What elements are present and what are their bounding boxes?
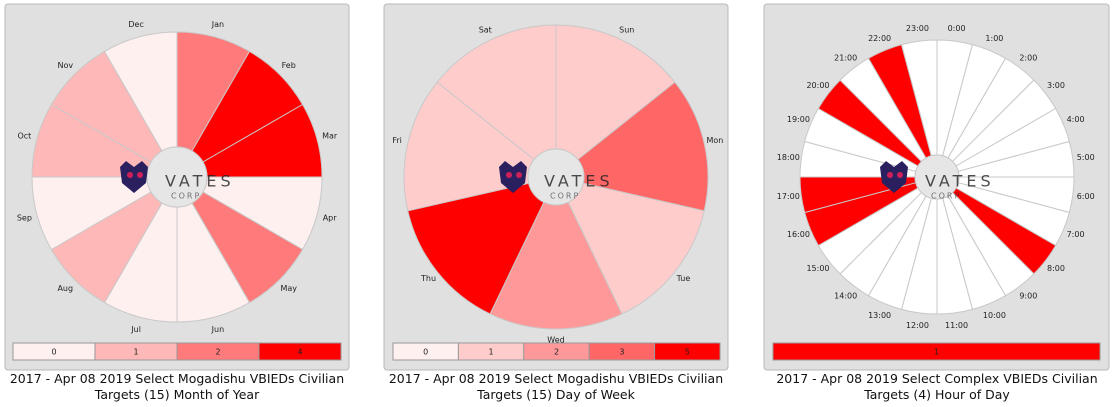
hub (914, 154, 960, 200)
legend-label: 1 (489, 348, 494, 357)
category-label: 20:00 (806, 81, 829, 90)
category-label: 7:00 (1067, 230, 1085, 239)
category-label: 13:00 (868, 311, 891, 320)
category-label: 14:00 (834, 292, 857, 301)
category-label: Apr (323, 213, 338, 222)
legend-label: 1 (934, 348, 939, 357)
category-label: Wed (547, 336, 564, 345)
category-label: 19:00 (787, 115, 810, 124)
category-label: 16:00 (787, 230, 810, 239)
category-label: Aug (57, 284, 73, 293)
chart-title: 2017 - Apr 08 2019 Select Mogadishu VBIE… (9, 371, 345, 402)
legend-swatch (654, 342, 721, 361)
category-label: 22:00 (868, 34, 891, 43)
logo-eye (897, 172, 903, 178)
logo-eye (137, 172, 143, 178)
watermark-sub: CORP (171, 192, 201, 201)
legend-label: 4 (297, 348, 302, 357)
category-label: Jun (211, 325, 225, 334)
logo-owl (880, 161, 908, 193)
category-label: Jan (211, 20, 224, 29)
legend-label: 0 (423, 348, 428, 357)
logo-owl (499, 161, 527, 193)
category-label: Sun (619, 26, 634, 35)
category-label: Sep (17, 213, 32, 222)
category-label: 6:00 (1077, 192, 1095, 201)
legend-label: 5 (685, 348, 690, 357)
chart-title: 2017 - Apr 08 2019 Select Mogadishu VBIE… (388, 371, 724, 402)
watermark-sub: CORP (931, 192, 961, 201)
category-label: Oct (17, 132, 31, 141)
category-label: 12:00 (906, 321, 929, 330)
category-label: Tue (676, 274, 691, 283)
category-label: Mon (706, 136, 723, 145)
category-label: 15:00 (806, 264, 829, 273)
logo-eye (127, 172, 133, 178)
category-label: 11:00 (945, 321, 968, 330)
category-label: 3:00 (1047, 81, 1065, 90)
legend-label: 2 (215, 348, 220, 357)
watermark: VATES (544, 172, 614, 191)
logo-eye (516, 172, 522, 178)
category-label: May (280, 284, 297, 293)
category-label: 0:00 (948, 24, 966, 33)
legend-label: 2 (554, 348, 559, 357)
legend-swatch (772, 342, 1101, 361)
category-label: 18:00 (777, 153, 800, 162)
category-label: Feb (282, 61, 296, 70)
logo-owl (120, 161, 148, 193)
category-label: 17:00 (777, 192, 800, 201)
logo-eye (887, 172, 893, 178)
category-label: 23:00 (906, 24, 929, 33)
category-label: 10:00 (983, 311, 1006, 320)
legend-swatch (258, 342, 342, 361)
category-label: Thu (420, 274, 436, 283)
category-label: Nov (57, 61, 73, 70)
category-label: 9:00 (1019, 292, 1037, 301)
category-label: 2:00 (1019, 53, 1037, 62)
watermark: VATES (165, 172, 235, 191)
category-label: Sat (479, 26, 492, 35)
legend-label: 1 (133, 348, 138, 357)
watermark: VATES (925, 172, 995, 191)
category-label: Dec (128, 20, 143, 29)
logo-eye (506, 172, 512, 178)
hub (146, 146, 208, 208)
legend-label: 0 (51, 348, 56, 357)
category-label: 5:00 (1077, 153, 1095, 162)
legend-label: 3 (619, 348, 624, 357)
category-label: Jul (130, 325, 141, 334)
category-label: 21:00 (834, 53, 857, 62)
category-label: Mar (322, 132, 338, 141)
category-label: 4:00 (1067, 115, 1085, 124)
chart-title: 2017 - Apr 08 2019 Select Complex VBIEDs… (776, 371, 1098, 402)
category-label: 1:00 (985, 34, 1003, 43)
watermark-sub: CORP (550, 192, 580, 201)
hub (527, 148, 585, 206)
category-label: Fri (392, 136, 402, 145)
category-label: 8:00 (1047, 264, 1065, 273)
